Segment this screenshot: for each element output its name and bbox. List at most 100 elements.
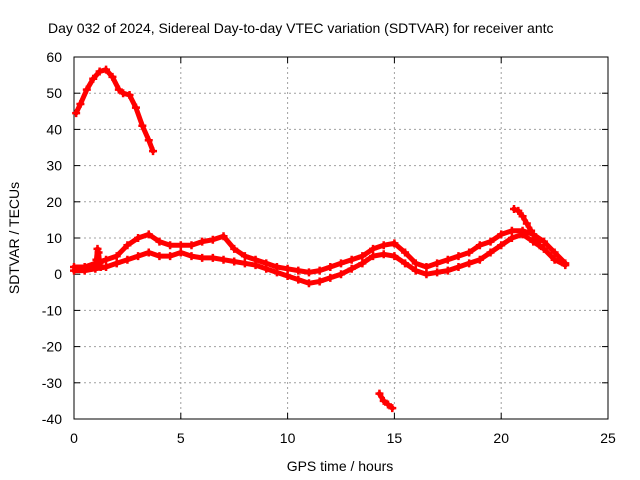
data-point [379, 396, 388, 405]
x-tick-label: 15 [387, 430, 403, 446]
data-point [475, 255, 484, 264]
data-point [125, 91, 134, 100]
data-point [96, 262, 105, 271]
data-point [411, 266, 420, 275]
data-point [230, 257, 239, 266]
data-point [131, 103, 140, 112]
data-point [522, 219, 531, 228]
data-point [123, 241, 132, 250]
data-point [550, 248, 559, 257]
data-point [102, 65, 111, 74]
data-point [347, 255, 356, 264]
data-point [166, 252, 175, 261]
data-point [283, 264, 292, 273]
data-point [134, 252, 143, 261]
data-point [240, 252, 249, 261]
x-tick-label: 25 [600, 430, 616, 446]
x-tick-label: 0 [70, 430, 78, 446]
ticks: 0 5 10 15 20 25 -40 -30 -20 -10 0 10 20 30 40 50 60 [42, 49, 616, 446]
y-tick-label: 10 [46, 230, 62, 246]
series-spike-early [91, 244, 105, 271]
data-point [72, 109, 81, 118]
data-point [390, 252, 399, 261]
data-point [155, 237, 164, 246]
series-group [70, 65, 570, 413]
data-point [112, 259, 121, 268]
data-point [70, 266, 78, 275]
y-tick-label: -20 [42, 339, 62, 355]
data-point [144, 136, 153, 145]
data-point [326, 262, 335, 271]
x-axis-label: GPS time / hours [287, 458, 394, 474]
data-point [422, 270, 431, 279]
data-point [497, 230, 506, 239]
data-point [326, 273, 335, 282]
data-point [149, 147, 158, 156]
data-point [134, 234, 143, 242]
y-tick-label: 40 [46, 121, 62, 137]
data-point [198, 237, 207, 246]
data-point [144, 230, 153, 239]
data-point [486, 248, 495, 257]
data-point [187, 252, 196, 261]
data-point [388, 404, 397, 413]
data-point [422, 262, 431, 271]
x-tick-label: 10 [280, 430, 296, 446]
data-point [123, 255, 132, 264]
data-point [251, 261, 260, 270]
data-point [102, 255, 111, 264]
data-point [465, 248, 474, 257]
data-point [443, 255, 452, 264]
data-point [401, 248, 410, 257]
data-point [465, 259, 474, 268]
data-point [531, 234, 540, 242]
data-point [80, 266, 89, 275]
data-point [443, 266, 452, 275]
data-point [144, 248, 153, 257]
data-point [240, 259, 249, 268]
data-point [230, 244, 239, 253]
chart-title: Day 032 of 2024, Sidereal Day-to-day VTE… [48, 20, 554, 36]
data-point [219, 255, 228, 264]
data-point [539, 237, 548, 246]
data-point [95, 67, 104, 76]
data-point [433, 268, 442, 277]
data-point [315, 266, 324, 275]
data-point [527, 226, 536, 235]
data-point [390, 239, 399, 248]
series-arc-low [375, 389, 397, 413]
y-tick-label: 0 [54, 266, 62, 282]
data-point [337, 270, 345, 279]
data-point [550, 255, 559, 264]
data-point [369, 252, 378, 261]
data-point [401, 259, 410, 268]
x-tick-label: 5 [177, 430, 185, 446]
x-tick-label: 20 [493, 430, 509, 446]
data-point [94, 248, 103, 257]
data-point [176, 241, 185, 250]
data-point [358, 259, 367, 268]
data-point [514, 206, 523, 215]
data-point [89, 74, 98, 83]
data-point [114, 85, 123, 94]
y-tick-label: 30 [46, 158, 62, 174]
data-point [337, 259, 345, 268]
data-point [187, 241, 196, 250]
data-point [294, 266, 303, 275]
data-point [166, 241, 175, 250]
y-tick-label: -10 [42, 302, 62, 318]
data-point [294, 275, 303, 284]
data-point [454, 262, 463, 271]
data-point [347, 264, 356, 273]
y-tick-label: -30 [42, 375, 62, 391]
data-point [379, 250, 388, 259]
data-point [510, 205, 519, 214]
data-point [561, 261, 570, 270]
data-point [433, 259, 442, 268]
data-point [507, 226, 516, 235]
data-point [411, 259, 420, 268]
data-point [475, 241, 484, 250]
series-band-main-upper [70, 226, 570, 277]
data-point [375, 389, 384, 398]
data-point [518, 212, 527, 221]
